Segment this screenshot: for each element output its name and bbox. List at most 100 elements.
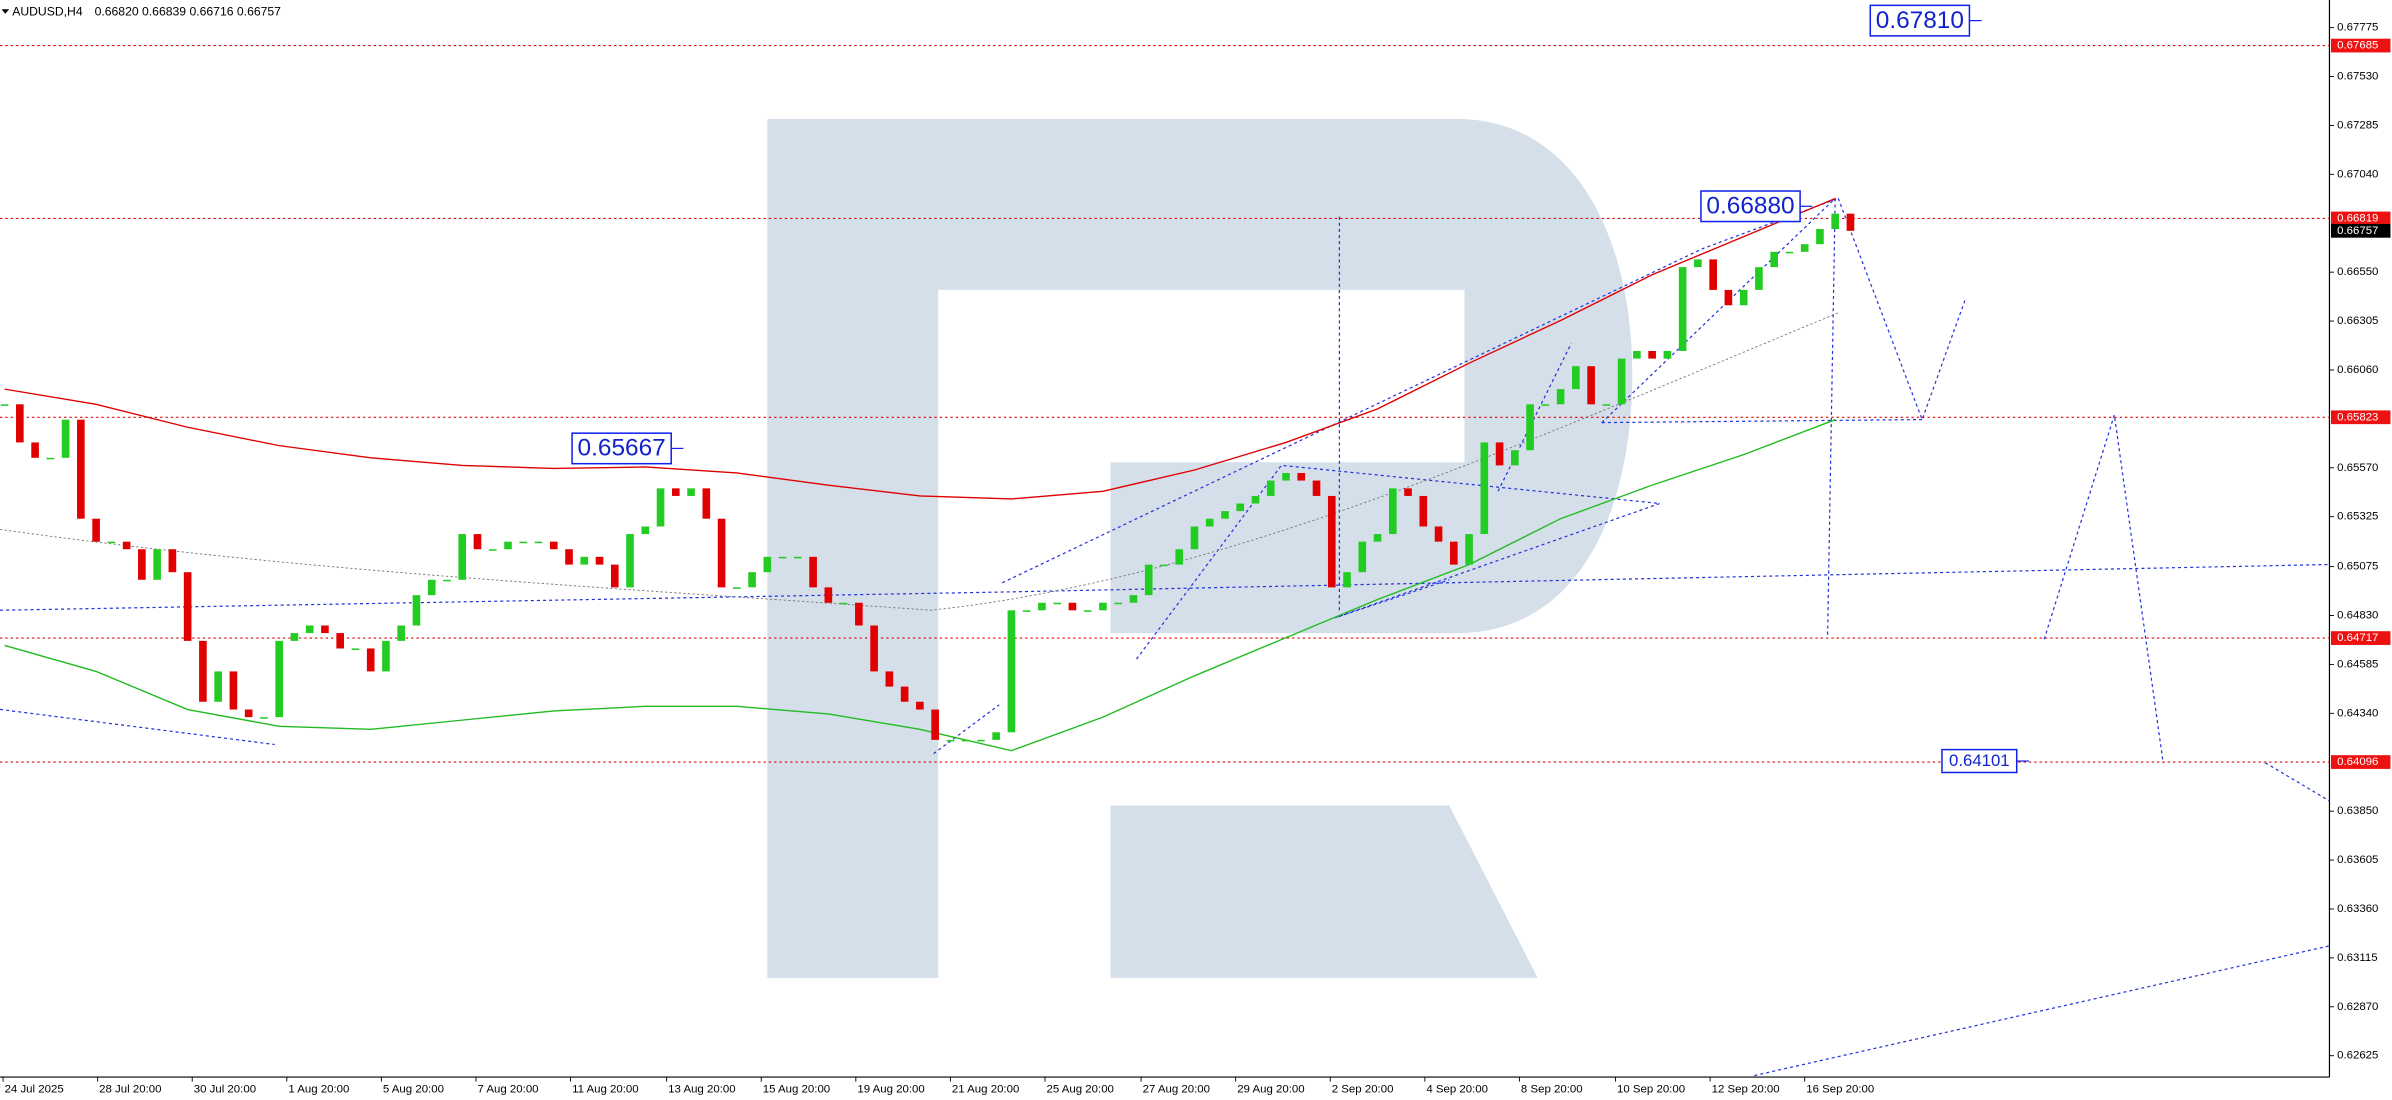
moving-average <box>4 197 1836 500</box>
candle <box>1739 289 1748 306</box>
candle <box>397 625 406 641</box>
annotation-box <box>1700 190 1801 223</box>
candle <box>534 541 543 544</box>
candle <box>977 739 985 742</box>
candle <box>809 556 817 588</box>
x-tick-label: 2 Sep 20:00 <box>1332 1083 1394 1095</box>
candle <box>671 488 680 496</box>
candle <box>1373 534 1382 542</box>
x-tick-label: 16 Sep 20:00 <box>1806 1083 1874 1095</box>
candle <box>565 549 573 565</box>
y-tick-label: 0.67040 <box>2337 168 2378 180</box>
y-tick-label: 0.62625 <box>2337 1050 2378 1062</box>
candle <box>763 556 772 573</box>
candle <box>992 732 1000 740</box>
candle <box>931 709 939 740</box>
candle <box>748 572 756 588</box>
candle <box>549 541 558 550</box>
y-tick-label: 0.66550 <box>2337 266 2378 278</box>
x-tick-label: 19 Aug 20:00 <box>857 1083 924 1095</box>
current-price-bg <box>2330 223 2391 238</box>
candle <box>290 633 299 641</box>
candle <box>305 625 314 634</box>
candle <box>504 541 512 550</box>
candle <box>946 739 955 742</box>
candle <box>0 404 9 406</box>
level-label-bg <box>2330 410 2391 425</box>
candle <box>794 556 802 559</box>
x-tick-label: 1 Aug 20:00 <box>288 1083 349 1095</box>
y-tick-label: 0.65570 <box>2337 462 2378 474</box>
annotation-label: 0.67810 <box>1876 7 1964 34</box>
candle <box>1816 229 1824 245</box>
candle <box>900 686 909 702</box>
candle <box>1388 488 1397 535</box>
candle <box>1114 602 1123 605</box>
candle <box>839 602 848 605</box>
moving-average <box>4 419 1836 752</box>
candle <box>870 625 878 672</box>
candle <box>626 534 634 588</box>
candle <box>1480 442 1489 535</box>
x-tick-label: 12 Sep 20:00 <box>1712 1083 1780 1095</box>
y-tick-label: 0.63360 <box>2337 903 2378 915</box>
y-tick-label: 0.63115 <box>2337 952 2378 964</box>
candle <box>1526 404 1534 451</box>
candle <box>961 739 970 742</box>
candle <box>122 541 131 550</box>
candle <box>1755 267 1763 290</box>
candle <box>1724 289 1733 306</box>
candle <box>275 640 283 718</box>
candle <box>1022 610 1031 612</box>
y-tick-label: 0.66305 <box>2337 315 2378 327</box>
candle <box>77 419 85 519</box>
x-tick-label: 25 Aug 20:00 <box>1047 1083 1114 1095</box>
x-tick-label: 13 Aug 20:00 <box>668 1083 735 1095</box>
candle <box>183 572 192 641</box>
candle <box>1007 610 1016 733</box>
candle <box>1633 351 1641 359</box>
candle <box>1572 366 1580 390</box>
candle <box>885 671 894 687</box>
candle <box>46 457 55 460</box>
candle <box>31 442 39 458</box>
x-tick-label: 28 Jul 20:00 <box>99 1083 161 1095</box>
candle <box>1358 541 1367 573</box>
candle <box>1343 572 1351 588</box>
candle <box>1038 602 1046 611</box>
x-tick-label: 15 Aug 20:00 <box>763 1083 830 1095</box>
candle <box>824 587 833 603</box>
x-tick-label: 4 Sep 20:00 <box>1426 1083 1488 1095</box>
level-label: 0.64096 <box>2337 756 2378 768</box>
candle <box>1434 526 1443 542</box>
candle <box>336 633 345 649</box>
candle <box>580 556 589 565</box>
y-tick-label: 0.63605 <box>2337 854 2378 866</box>
candle <box>473 534 482 550</box>
y-tick-label: 0.67530 <box>2337 71 2378 83</box>
candle <box>1251 495 1260 504</box>
candle <box>1694 259 1702 268</box>
candle <box>168 549 177 573</box>
y-tick-label: 0.62870 <box>2337 1001 2378 1013</box>
candle <box>488 549 497 551</box>
candle <box>412 595 421 626</box>
candle <box>199 640 207 702</box>
level-label: 0.64717 <box>2337 632 2378 644</box>
level-label: 0.67685 <box>2337 40 2378 52</box>
candle <box>717 518 726 588</box>
y-tick-label: 0.66060 <box>2337 364 2378 376</box>
current-price-label: 0.66757 <box>2337 225 2378 237</box>
candle <box>1556 389 1565 405</box>
level-label-bg <box>2330 631 2391 645</box>
level-label-bg <box>2330 38 2391 53</box>
candle <box>229 671 238 710</box>
candle <box>214 671 222 702</box>
candle <box>1160 564 1168 567</box>
level-label-bg <box>2330 211 2391 226</box>
x-tick-label: 7 Aug 20:00 <box>477 1083 538 1095</box>
level-label: 0.65823 <box>2337 411 2378 423</box>
candle <box>595 556 604 565</box>
candle <box>778 556 787 559</box>
